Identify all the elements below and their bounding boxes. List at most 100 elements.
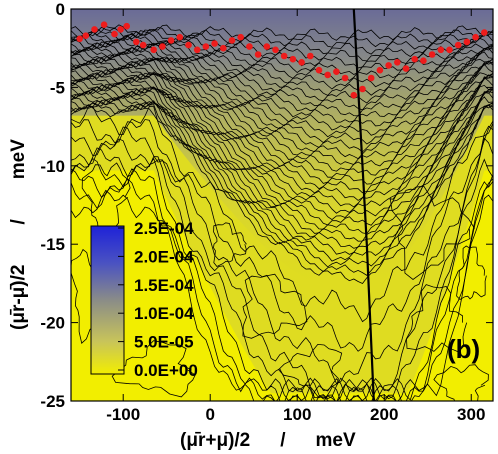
- data-point: [237, 33, 244, 41]
- y-ticks: 0 -5 -10 -15 -20 -25: [40, 0, 493, 411]
- data-point: [123, 22, 130, 30]
- noise-contour: [278, 343, 343, 399]
- noise-contour: [389, 185, 475, 281]
- noise-contour: [433, 364, 489, 401]
- data-point: [272, 46, 279, 54]
- data-point: [428, 51, 436, 58]
- data-point: [150, 46, 157, 54]
- contour-line: [71, 79, 493, 208]
- contour-line: [71, 95, 493, 255]
- data-point: [133, 38, 140, 46]
- contour-line: [71, 24, 493, 41]
- noise-contour: [406, 284, 468, 353]
- colorbar-tick-label: 2.0E-04: [134, 247, 194, 266]
- contour-line: [71, 119, 493, 352]
- y-tick-label: 0: [56, 0, 65, 19]
- y-axis-expression: (μ̄r-μ̄)/2: [8, 265, 29, 330]
- panel-label: (b): [447, 334, 480, 364]
- contour-line: [71, 84, 493, 221]
- contour-line: [71, 70, 493, 178]
- data-point: [481, 29, 488, 36]
- contour-line: [71, 57, 493, 138]
- y-axis-unit: meV: [8, 139, 29, 179]
- plot-background: [71, 9, 493, 401]
- contour-line: [71, 157, 493, 401]
- x-axis-separator: /: [280, 430, 286, 451]
- colorbar-ticks: 2.5E-04 2.0E-04 1.5E-04 1.0E-04 5.0E-05 0.0E+…: [118, 219, 198, 380]
- data-point: [211, 40, 218, 47]
- data-point: [220, 44, 227, 52]
- x-tick-label: 200: [370, 405, 398, 424]
- y-tick-label: -10: [40, 157, 65, 176]
- data-point: [472, 33, 479, 41]
- data-point: [202, 43, 210, 50]
- data-point: [394, 59, 401, 66]
- colorbar-tick-label: 0.0E+00: [134, 361, 198, 380]
- data-point: [193, 46, 201, 54]
- y-axis-separator: /: [8, 219, 29, 225]
- data-point: [100, 21, 108, 29]
- contour-line: [71, 58, 493, 145]
- x-axis-expression: (μ̄r+μ̄)/2: [180, 430, 250, 451]
- high-intensity-region: [71, 9, 493, 293]
- noise-contour: [213, 222, 247, 267]
- contour-line: [71, 63, 493, 160]
- contour-line: [71, 76, 493, 201]
- data-point: [376, 66, 384, 74]
- data-point: [341, 74, 349, 82]
- plot-frame: [70, 8, 494, 402]
- colorbar-box: [90, 225, 125, 375]
- data-point: [315, 66, 323, 74]
- data-point: [176, 33, 184, 41]
- contour-line: [71, 168, 493, 401]
- data-point: [289, 55, 297, 63]
- data-point: [185, 41, 192, 49]
- boundary-line: [352, 9, 375, 401]
- y-tick-label: -5: [50, 78, 65, 97]
- contour-line: [71, 105, 493, 323]
- x-tick-label: 0: [205, 405, 214, 424]
- data-point: [82, 32, 90, 39]
- y-tick-label: -20: [40, 314, 65, 333]
- data-point: [254, 51, 262, 58]
- contour-line: [71, 104, 493, 284]
- data-point: [454, 41, 462, 49]
- data-point: [280, 52, 288, 60]
- data-point: [402, 65, 410, 72]
- data-point: [437, 46, 445, 54]
- data-point: [228, 37, 236, 44]
- data-markers: [76, 21, 488, 99]
- x-tick-label: 300: [457, 405, 485, 424]
- contour-line: [71, 87, 493, 235]
- data-point: [446, 46, 453, 54]
- noise-contour: [456, 245, 487, 301]
- data-point: [307, 52, 314, 60]
- data-point: [411, 55, 419, 63]
- contour-line: [71, 48, 493, 117]
- colorbar-tick-label: 1.5E-04: [134, 276, 194, 295]
- data-point: [76, 35, 83, 43]
- data-point: [246, 43, 253, 50]
- x-tick-label: 100: [283, 405, 311, 424]
- contour-line: [71, 35, 493, 75]
- data-point: [167, 37, 175, 44]
- contour-line: [71, 60, 493, 153]
- x-tick-label: -100: [106, 405, 140, 424]
- data-point: [139, 41, 147, 49]
- mid-intensity-region: [71, 9, 493, 394]
- contour-line: [71, 99, 493, 262]
- data-point: [463, 38, 471, 46]
- data-point: [111, 30, 118, 38]
- data-point: [420, 57, 427, 64]
- colorbar-tick-label: 1.0E-04: [134, 304, 194, 323]
- data-point: [263, 43, 271, 50]
- contour-line: [71, 137, 493, 401]
- data-point: [159, 43, 166, 50]
- data-point: [298, 59, 305, 66]
- data-point: [367, 74, 375, 82]
- x-axis-label: (μ̄r+μ̄)/2 / meV: [180, 430, 356, 451]
- data-point: [359, 85, 366, 93]
- y-axis-label: (μ̄r-μ̄)/2 / meV: [8, 139, 29, 330]
- x-ticks: -100 0 100 200 300: [106, 9, 485, 424]
